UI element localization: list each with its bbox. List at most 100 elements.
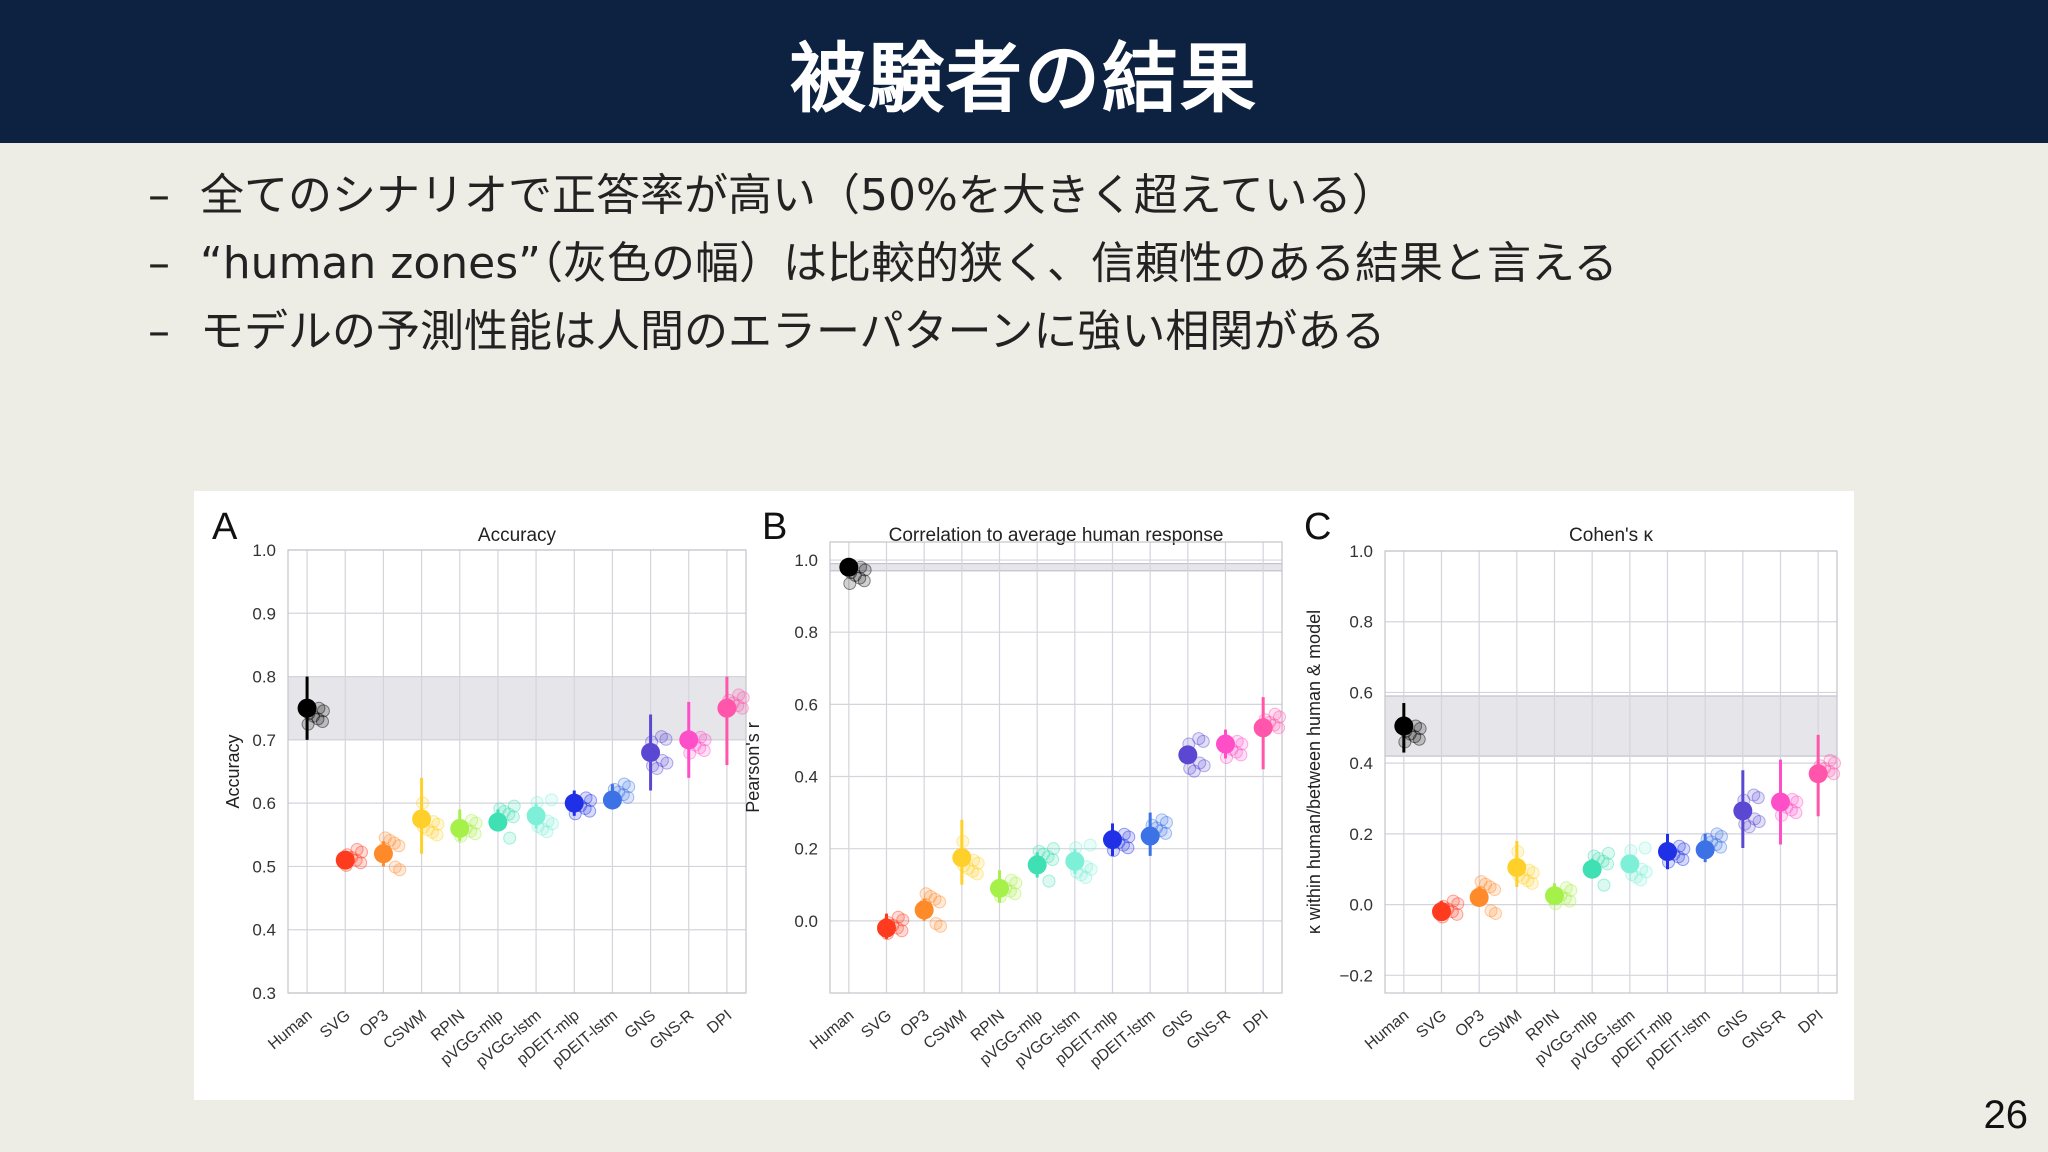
bullet-marker: – — [148, 238, 170, 289]
x-tick-label: DPI — [1795, 1007, 1826, 1037]
y-tick-label: 0.5 — [252, 857, 276, 876]
mean-point — [952, 848, 972, 868]
mean-point — [839, 557, 859, 577]
mean-point — [450, 818, 470, 838]
instance-point — [697, 743, 711, 757]
instance-point — [1748, 812, 1762, 826]
instance-point — [929, 917, 943, 931]
y-tick-label: 1.0 — [1349, 542, 1373, 561]
y-tick-label: 0.4 — [1349, 754, 1373, 773]
bullet-marker: – — [148, 306, 170, 357]
x-tick-label: Human — [265, 1007, 315, 1053]
y-tick-label: 0.8 — [252, 668, 276, 687]
instance-point — [1525, 876, 1539, 890]
bullet-item: – 全てのシナリオで正答率が高い（50%を大きく超えている） — [148, 162, 1948, 230]
instance-point — [1083, 838, 1097, 852]
instance-point — [1122, 830, 1136, 844]
instance-point — [430, 828, 444, 842]
mean-point — [1103, 830, 1122, 850]
panel-letter: A — [212, 506, 238, 548]
mean-point — [297, 698, 317, 718]
instance-point — [392, 839, 406, 853]
y-tick-label: 0.2 — [794, 840, 818, 859]
instance-point — [858, 563, 872, 577]
mean-point — [1582, 859, 1602, 879]
mean-point — [1771, 792, 1790, 812]
instance-point — [393, 863, 407, 877]
instance-point — [1192, 732, 1206, 746]
instance-point — [966, 864, 980, 878]
mean-point — [1658, 842, 1677, 862]
instance-point — [1634, 873, 1648, 887]
instance-point — [544, 793, 558, 807]
instance-point — [655, 753, 669, 767]
mean-point — [717, 698, 737, 718]
x-tick-label: CSWM — [921, 1007, 971, 1053]
bullet-item: – モデルの予測性能は人間のエラーパターンに強い相関がある — [148, 298, 1948, 366]
instance-point — [1789, 806, 1803, 820]
instance-point — [1042, 874, 1056, 888]
bullet-marker: – — [148, 170, 170, 221]
y-tick-label: 0.7 — [252, 731, 276, 750]
instance-point — [924, 889, 938, 903]
instance-point — [1676, 853, 1690, 867]
mean-point — [335, 850, 355, 870]
y-tick-label: 0.0 — [794, 912, 818, 931]
instance-point — [1488, 906, 1502, 920]
mean-point — [877, 918, 896, 938]
instance-point — [857, 574, 871, 588]
instance-point — [970, 867, 984, 881]
instance-point — [1629, 870, 1643, 884]
mean-point — [1507, 857, 1527, 877]
human-zone-band — [1384, 695, 1838, 757]
instance-point — [933, 895, 947, 909]
instance-point — [388, 860, 402, 874]
instance-point — [1046, 853, 1060, 867]
mean-point — [488, 812, 508, 832]
x-tick-label: CSWM — [380, 1007, 430, 1053]
instance-point — [1451, 897, 1465, 911]
instance-point — [1009, 876, 1023, 890]
mean-point — [1733, 801, 1753, 821]
instance-point — [1408, 730, 1422, 744]
mean-point — [1216, 734, 1235, 754]
y-tick-label: 0.6 — [1349, 683, 1373, 702]
instance-point — [732, 688, 746, 702]
mean-point — [373, 844, 393, 864]
instance-point — [843, 576, 857, 590]
mean-point — [990, 878, 1009, 898]
plot-frame — [829, 541, 1283, 994]
instance-point — [1197, 759, 1211, 773]
x-tick-label: Human — [1362, 1007, 1412, 1053]
instance-point — [465, 813, 479, 827]
mean-point — [914, 900, 934, 920]
bullet-item: – “human zones”（灰色の幅）は比較的狭く、信頼性のある結果と言える — [148, 230, 1948, 298]
instance-point — [1747, 788, 1761, 802]
instance-point — [584, 793, 598, 807]
human-zone-band — [287, 676, 747, 741]
instance-point — [469, 816, 483, 830]
y-tick-label: 0.0 — [1349, 896, 1373, 915]
instance-point — [1710, 827, 1724, 841]
instance-point — [891, 910, 905, 924]
instance-point — [350, 842, 364, 856]
instance-point — [1484, 904, 1498, 918]
y-tick-label: 1.0 — [794, 551, 818, 570]
instance-point — [1563, 894, 1577, 908]
instance-point — [1074, 868, 1088, 882]
instance-point — [1187, 764, 1201, 778]
instance-point — [1159, 816, 1173, 830]
instance-point — [1193, 756, 1207, 770]
instance-point — [660, 756, 674, 770]
instance-point — [654, 730, 668, 744]
instance-point — [1032, 844, 1046, 858]
instance-point — [1752, 815, 1766, 829]
instance-point — [659, 732, 673, 746]
x-tick-label: GNS-R — [647, 1007, 697, 1053]
instance-point — [617, 777, 631, 791]
x-tick-label: CSWM — [1476, 1007, 1526, 1053]
mean-point — [1065, 851, 1085, 871]
mean-point — [1027, 855, 1047, 875]
results-figure: A Accuracy 0.3 0.4 0.5 0.6 0.7 0.8 0.9 1.0 Human SV… — [194, 491, 1854, 1100]
